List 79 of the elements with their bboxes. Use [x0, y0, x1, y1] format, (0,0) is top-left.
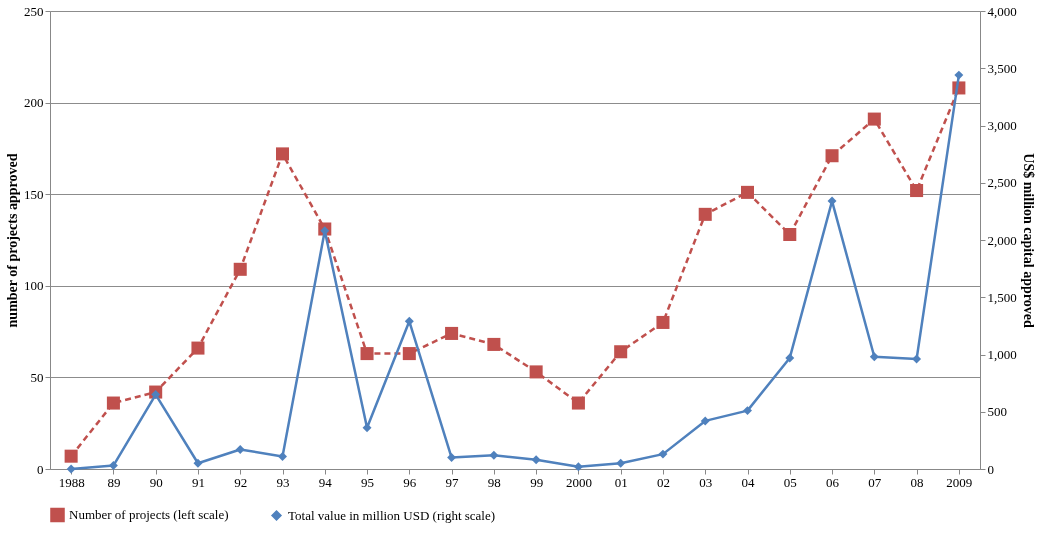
x-tick-label: 1988 [58, 474, 85, 490]
point [151, 390, 161, 400]
x-tick-label: 2000 [565, 474, 592, 490]
y2-tick-label: 4,000 [987, 3, 1017, 19]
x-tick-label: 93 [276, 474, 290, 490]
x-tick-label: 99 [530, 474, 544, 490]
x-tick-label: 90 [149, 474, 163, 490]
x-tick-label: 08 [910, 474, 924, 490]
x-tick-label: 07 [868, 474, 882, 490]
y-tick-label: 50 [30, 369, 44, 385]
y2-tick-label: 3,000 [987, 118, 1017, 133]
point [360, 347, 374, 361]
legend-label: Total value in million USD (right scale) [288, 507, 496, 523]
point [404, 316, 414, 326]
y2-tick-label: 2,000 [987, 232, 1017, 248]
point [487, 337, 501, 351]
point [869, 352, 879, 362]
x-tick-label: 01 [614, 474, 628, 490]
point [656, 315, 670, 329]
y-axis-title: number of projects approved [5, 153, 20, 328]
x-tick-label: 95 [361, 474, 375, 490]
point [912, 354, 922, 364]
y-tick-label: 0 [37, 461, 44, 477]
x-tick-label: 89 [107, 474, 121, 490]
point [445, 326, 459, 340]
point [698, 207, 712, 221]
point [910, 184, 924, 198]
x-tick-label: 96 [403, 474, 417, 490]
point [402, 347, 416, 361]
y2-tick-label: 1,000 [987, 347, 1017, 362]
x-tick-label: 03 [699, 474, 713, 490]
x-tick-label: 98 [487, 474, 501, 490]
y2-tick-label: 2,500 [987, 175, 1017, 191]
y2-tick-label: 0 [987, 461, 994, 477]
y2-axis-title: US$ million capital approved [1020, 153, 1036, 328]
point [108, 461, 118, 471]
point [191, 341, 205, 355]
point [278, 451, 287, 461]
point [529, 365, 543, 379]
point [233, 262, 247, 276]
x-tick-label: 02 [656, 474, 670, 490]
point [785, 353, 795, 363]
point [783, 227, 797, 242]
point [740, 185, 755, 199]
point [447, 453, 457, 463]
x-tick-label: 92 [234, 474, 248, 490]
point [106, 396, 120, 410]
x-tick-label: 05 [783, 474, 797, 490]
y2-tick-label: 1,500 [987, 289, 1017, 305]
point [954, 70, 964, 80]
x-tick-label: 94 [318, 474, 333, 490]
x-tick-label: 04 [741, 474, 755, 490]
point [700, 416, 710, 426]
y-tick-label: 150 [24, 186, 44, 202]
point [571, 396, 585, 410]
point [64, 449, 78, 463]
y-tick-label: 100 [24, 278, 44, 294]
point [531, 455, 541, 465]
point [614, 345, 628, 359]
point [658, 449, 668, 459]
y-tick-label: 250 [24, 3, 44, 19]
point [743, 406, 752, 416]
x-tick-label: 06 [826, 474, 840, 490]
point [66, 464, 76, 474]
y-tick-label: 200 [24, 95, 44, 111]
point [489, 450, 499, 460]
point [275, 147, 290, 161]
y2-tick-label: 500 [987, 404, 1007, 420]
point [235, 445, 245, 455]
x-tick-label: 91 [191, 474, 205, 490]
point [193, 458, 203, 468]
point [867, 112, 881, 126]
point [573, 462, 583, 472]
x-tick-label: 2009 [946, 474, 973, 490]
y2-tick-label: 3,500 [987, 60, 1017, 76]
x-tick-label: 97 [445, 474, 460, 490]
legend-label: Number of projects (left scale) [69, 506, 229, 522]
point [825, 149, 839, 163]
point [616, 458, 626, 468]
